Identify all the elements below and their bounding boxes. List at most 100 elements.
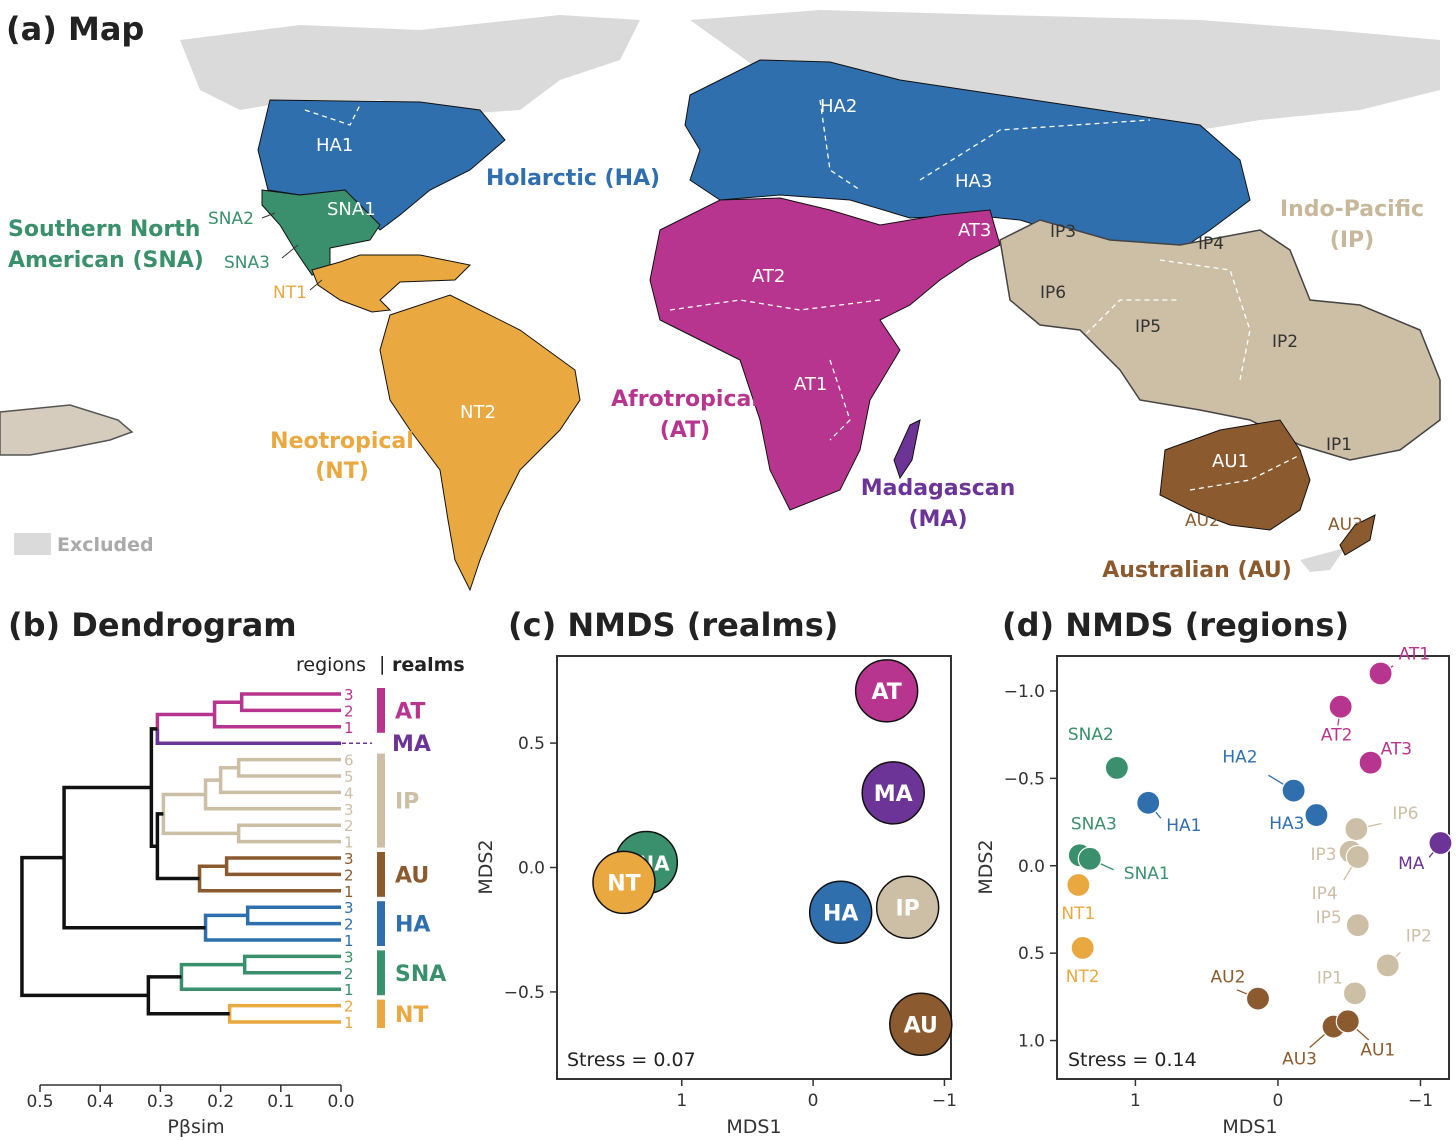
dendro-realm-label: AU [395,863,429,888]
nmds-realms-points: ATMASNANTHAIPAU [592,659,953,1057]
realm-label-ma-2: (MA) [908,507,967,532]
realm-point-ma [861,761,925,825]
dendro-leaf-label: 1 [344,932,354,950]
region-point-label: IP5 [1316,908,1342,928]
label-ha1: HA1 [316,135,353,156]
x-tick-label: −1 [932,1091,957,1111]
nmds-regions-panel: (d) NMDS (regions) 1 0 −1 −1.0 −0.5 0.0 0.5 1.0… [975,606,1453,1138]
region-point-label: MA [1398,854,1425,874]
dendro-branch [62,785,206,930]
dendro-realm-bar [377,999,385,1028]
excluded-land [180,10,1440,572]
realm-point-au [889,992,953,1057]
nmds-regions-ylabel: MDS2 [975,839,997,894]
dendro-branch [212,700,341,729]
label-sna2: SNA2 [208,209,254,229]
region-au [1159,419,1311,531]
realm-label-sna-1: Southern North [8,217,200,242]
region-point-label: AU3 [1282,1050,1317,1070]
region-point-ip4 [1345,844,1370,870]
dendro-realm-label: MA [392,732,431,757]
y-tick-label: 0.5 [1018,944,1045,964]
label-au1: AU1 [1212,451,1249,472]
region-point-label: SNA3 [1071,814,1117,834]
realm-label-nt-1: Neotropical [270,429,414,454]
label-ip6: IP6 [1040,283,1066,303]
panel-d-title: (d) NMDS (regions) [1002,606,1349,644]
region-point-label: HA2 [1222,748,1257,768]
region-point-label: SNA2 [1068,725,1114,745]
dendro-axis-tick-label: 0.5 [26,1092,53,1112]
y-tick-label: 0.0 [518,859,545,879]
label-sna3: SNA3 [224,253,270,273]
nmds-regions-points: AT1 AT2 AT3 SNA2 HA2 HA1 HA3 IP6 IP3 IP4 MA SNA3 SNA… [1061,644,1453,1070]
region-ip [999,219,1441,461]
dendro-leaf-label: 1 [344,834,354,852]
region-point-ha3 [1304,802,1329,828]
region-point-at2 [1328,694,1353,719]
region-point-label: AT3 [1381,740,1413,760]
y-tick-label: −1.0 [1004,682,1045,702]
region-ha-north-america [257,99,506,231]
region-point-label: IP2 [1406,926,1432,946]
label-ha3: HA3 [955,171,992,192]
y-tick-label: 0.0 [1018,857,1045,877]
region-point-ha2 [1281,778,1306,803]
dendro-realm-bar [377,753,385,848]
region-point-ha1 [1136,790,1161,815]
dendro-branch [245,905,341,926]
realm-point-label: MA [874,782,913,807]
dendro-leaf-label: 5 [344,768,354,786]
nmds-regions-xlabel: MDS1 [1222,1116,1277,1138]
label-ip3: IP3 [1050,222,1076,242]
realm-label-ma-1: Madagascan [861,476,1016,501]
dendrogram-panel: (b) Dendrogram regions | realms 32165432… [8,606,465,1138]
pacific-island-outline [0,404,134,456]
nmds-regions-stress: Stress = 0.14 [1068,1049,1197,1071]
region-point-label: IP6 [1392,804,1418,824]
region-point-sna1 [1077,846,1102,871]
dendro-leaf-label: 3 [344,899,354,917]
dendro-leaf-label: 6 [344,752,354,770]
label-au3: AU3 [1328,515,1363,535]
label-ip5: IP5 [1135,317,1161,337]
legend-excluded-label: Excluded [57,534,154,556]
nmds-realms-panel: (c) NMDS (realms) 10−10.50.0−0.5 ATMASNA… [475,606,957,1138]
dendro-branch [227,1003,341,1024]
dendro-realm-bar [377,688,385,733]
dendro-branch [203,778,341,811]
nmds-realms-axes: 1 0 −1 0.5 0.0 −0.5 [504,734,957,1111]
dendro-leaf-label: 1 [344,981,354,999]
dendro-leaf-label: 2 [344,965,354,983]
dendro-branch [236,823,341,844]
map-panel: (a) Map [0,10,1441,592]
region-nt-south-america [379,294,581,592]
region-point-au2 [1245,986,1271,1011]
nmds-regions-axes: 1 0 −1 −1.0 −0.5 0.0 0.5 1.0 [1004,682,1433,1111]
region-point-ma [1428,830,1453,856]
label-sna1: SNA1 [327,199,376,220]
dendro-leaf-label: 2 [344,702,354,720]
realm-point-label: AU [904,1013,938,1038]
realm-point-at [854,659,919,723]
label-ip2: IP2 [1272,332,1298,352]
dendro-realm-label: SNA [395,962,446,987]
dendro-branch [197,864,341,893]
dendro-axis-tick-label: 0.3 [147,1092,174,1112]
dendro-realm-bar [377,950,385,996]
dendro-axis-tick-label: 0.2 [207,1092,234,1112]
dendro-branch [224,856,341,877]
nmds-regions-frame [1056,655,1450,1080]
region-point-label: IP3 [1311,845,1337,865]
dendro-branch [146,975,230,1016]
realm-label-at-2: (AT) [660,418,710,443]
region-point-label: AU1 [1360,1040,1395,1060]
realm-label-nt-2: (NT) [315,459,369,484]
dendro-branch [242,954,341,975]
dendro-branch [155,712,341,745]
region-point-label: NT1 [1061,904,1095,924]
realm-point-nt [592,850,656,915]
legend-excluded-swatch [14,533,51,555]
dendro-realm-label: IP [395,790,419,815]
